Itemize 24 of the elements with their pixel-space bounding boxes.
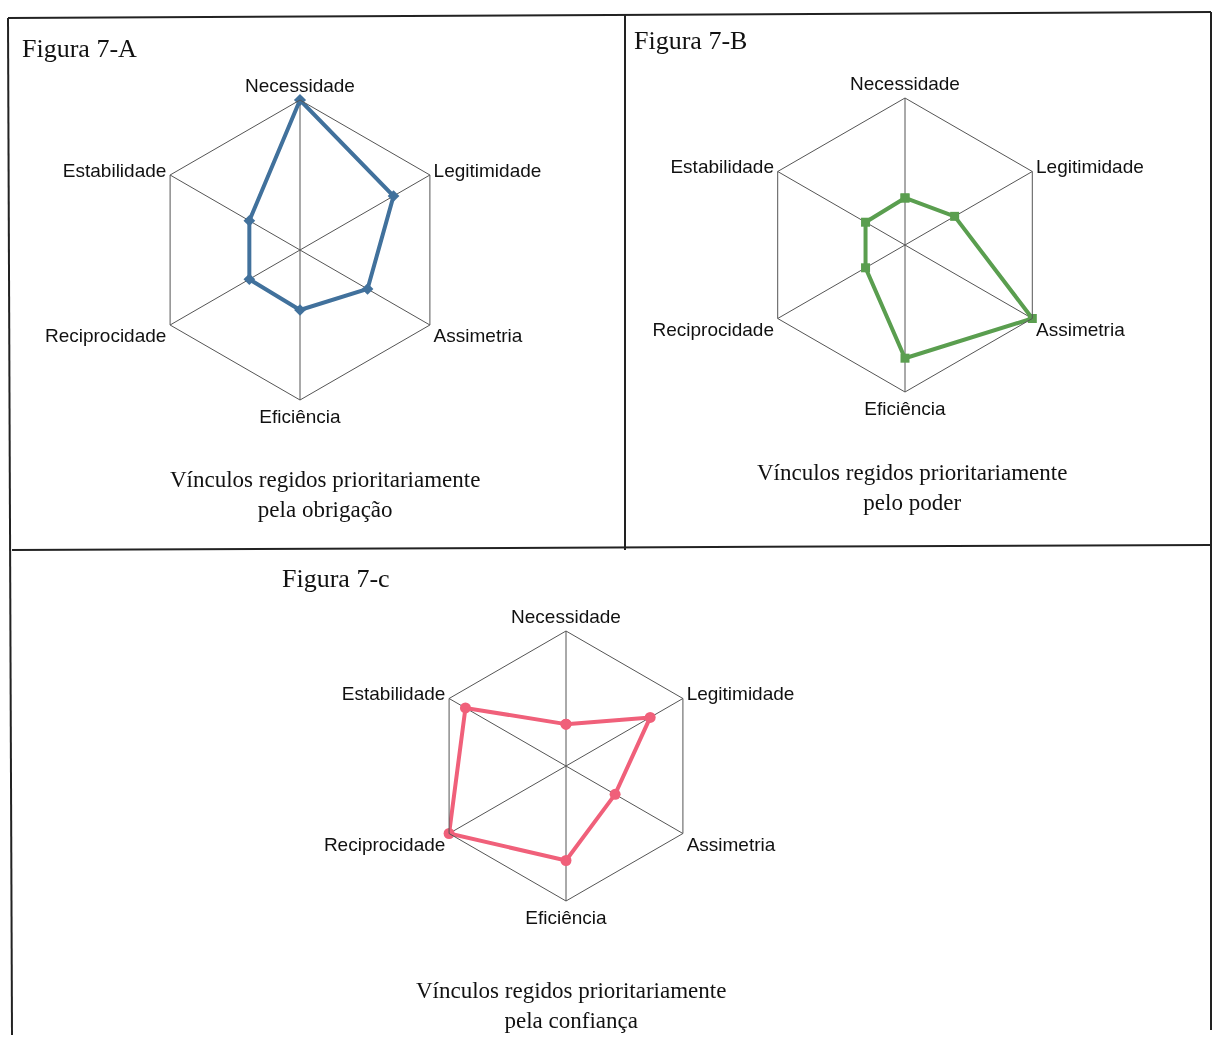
text: Vínculos regidos prioritariamente pelo poder — [757, 460, 1068, 515]
chart-title: Figura 7-B — [634, 26, 748, 55]
spoke-label: Assimetria — [1036, 318, 1126, 340]
spoke-label: Estabilidade — [670, 156, 774, 178]
chart-title: Figura 7-c — [282, 564, 390, 593]
spoke-label: Eficiência — [259, 406, 342, 428]
spoke-label: Reciprocidade — [323, 833, 446, 855]
spoke-label: Estabilidade — [62, 159, 167, 181]
chart-title: Figura 7-A — [22, 34, 138, 63]
spoke-label: Eficiência — [864, 398, 947, 420]
spoke-label: Assimetria — [686, 833, 776, 855]
spoke-label: Assimetria — [433, 325, 523, 347]
text: Vínculos regidos prioritariamente pela obrigação — [170, 467, 481, 522]
spoke-label: Necessidade — [245, 74, 355, 96]
text: Vínculos regidos prioritariamente pela confiança — [416, 978, 727, 1033]
spoke-label: Eficiência — [525, 907, 608, 929]
spoke-label: Legitimidade — [686, 683, 795, 705]
spoke-label: Necessidade — [850, 72, 960, 94]
spoke-label: Legitimidade — [1036, 156, 1144, 178]
spoke-label: Necessidade — [511, 605, 621, 627]
spoke-label: Reciprocidade — [652, 318, 774, 340]
spoke-label: Reciprocidade — [44, 325, 167, 347]
spoke-label: Legitimidade — [433, 159, 542, 181]
spoke-label: Estabilidade — [341, 683, 446, 705]
